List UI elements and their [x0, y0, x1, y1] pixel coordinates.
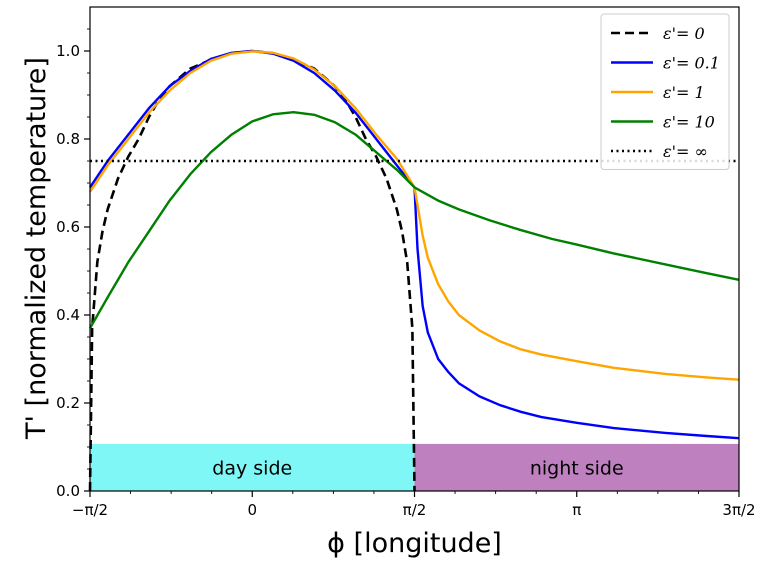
legend-label-1: ε'= 0.1	[663, 54, 720, 73]
x-tick-label: 3π/2	[722, 501, 755, 519]
x-tick-label: π/2	[403, 501, 427, 519]
region-label-night-side: night side	[530, 457, 624, 479]
legend-label-0: ε'= 0	[663, 24, 705, 43]
legend-label-4: ε'= ∞	[663, 142, 708, 161]
series-line-2	[89, 50, 740, 381]
y-axis-title: T' [normalized temperature]	[21, 57, 52, 440]
y-tick-label: 1.0	[56, 42, 80, 60]
y-tick-label: 0.6	[56, 218, 80, 236]
region-label-day-side: day side	[212, 457, 292, 479]
regions-layer: day side night side	[90, 443, 739, 491]
axes-layer: −π/2 0 π/2 π 3π/2 0.0 0.2 0.4 0.6 0.8 1.0	[56, 6, 756, 519]
series-line-3	[88, 110, 740, 329]
x-tick-label: π	[572, 501, 581, 519]
y-tick-label: 0.2	[56, 394, 80, 412]
region-day-side	[90, 443, 415, 491]
x-tick-label: 0	[247, 501, 257, 519]
y-tick-label: 0.8	[56, 130, 80, 148]
x-axis-title: ϕ [longitude]	[327, 528, 502, 559]
x-tick-label: −π/2	[72, 501, 108, 519]
y-tick-label: 0.4	[56, 306, 80, 324]
legend-box	[600, 13, 730, 170]
legend: ε'= 0 ε'= 0.1 ε'= 1 ε'= 10 ε'= ∞	[600, 13, 730, 170]
series-line-0	[88, 49, 416, 492]
legend-label-3: ε'= 10	[663, 113, 715, 132]
region-night-side	[414, 443, 739, 491]
y-tick-label: 0.0	[56, 482, 80, 500]
legend-label-2: ε'= 1	[663, 83, 705, 102]
